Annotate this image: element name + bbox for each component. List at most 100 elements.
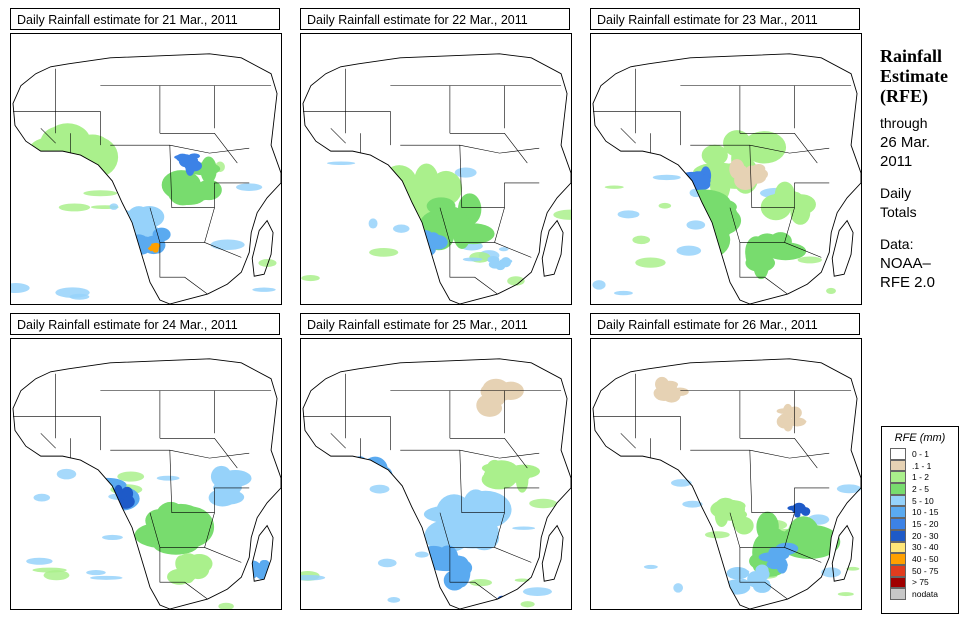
legend-label: 20 - 30 <box>912 530 939 541</box>
legend-swatch <box>890 588 906 600</box>
rain-cell <box>742 131 787 164</box>
rain-cell <box>182 564 196 584</box>
rain-cell <box>846 566 860 571</box>
map-panel-25-mar: Daily Rainfall estimate for 25 Mar., 201… <box>300 313 572 611</box>
country-borders <box>302 373 562 600</box>
rain-cell <box>86 569 106 576</box>
africa-rainfall-map <box>10 338 282 610</box>
rain-cell <box>671 479 692 487</box>
rain-cell <box>737 578 749 589</box>
ocean-rainfall <box>301 484 558 608</box>
rain-cell <box>26 557 53 565</box>
legend-swatch <box>890 541 906 554</box>
rain-cell <box>27 164 38 175</box>
rain-cell <box>377 475 391 481</box>
legend-item: 50 - 75 <box>890 564 958 577</box>
rain-cell <box>236 183 263 191</box>
daily-label: Daily <box>880 185 912 201</box>
coastline <box>12 358 281 609</box>
rain-cell <box>747 246 785 259</box>
rain-cell <box>776 557 788 574</box>
rain-cell <box>301 275 320 282</box>
rain-cell <box>210 465 232 488</box>
rain-cell <box>369 484 390 494</box>
legend-item: 1 - 2 <box>890 471 958 484</box>
madagascar-outline <box>251 524 274 582</box>
rain-cell <box>105 211 126 227</box>
rain-cell <box>826 287 836 294</box>
rain-cell <box>437 545 459 570</box>
rain-cell <box>322 276 335 287</box>
heading-line: Estimate <box>880 66 948 86</box>
legend-item: 10 - 15 <box>890 506 958 519</box>
data-source: RFE 2.0 <box>880 274 936 291</box>
legend-label: 50 - 75 <box>912 565 939 576</box>
rain-cell <box>661 384 673 391</box>
rain-cell <box>786 194 816 215</box>
land-rainfall <box>345 378 541 609</box>
rain-cell <box>175 555 187 572</box>
through-year: 2011 <box>880 153 913 170</box>
rain-cell <box>345 164 362 173</box>
rain-cell <box>346 171 368 184</box>
country-borders <box>592 68 852 295</box>
rain-cell <box>58 203 91 212</box>
rain-cell <box>117 471 145 482</box>
panel-title: Daily Rainfall estimate for 22 Mar., 201… <box>300 8 570 30</box>
rain-cell <box>176 153 189 162</box>
legend-label: 0 - 1 <box>912 448 930 459</box>
rain-cell <box>335 283 345 289</box>
rain-cell <box>504 604 519 609</box>
legend-label: > 75 <box>912 577 929 588</box>
legend-swatch <box>890 459 906 472</box>
rain-cell <box>83 190 118 197</box>
rain-cell <box>32 567 67 573</box>
rain-cell <box>33 493 51 502</box>
land-rainfall <box>72 465 271 585</box>
rain-cell <box>477 399 503 417</box>
legend-item: 30 - 40 <box>890 541 958 554</box>
coastline <box>592 53 861 304</box>
rain-cell <box>794 512 801 518</box>
rain-cell <box>23 171 42 181</box>
legend-label: .1 - 1 <box>912 460 932 471</box>
rain-cell <box>414 163 439 200</box>
legend-label: 30 - 40 <box>912 542 939 553</box>
africa-rainfall-map <box>590 338 862 610</box>
rain-cell <box>604 185 624 189</box>
africa-map-svg <box>301 358 571 609</box>
panel-title: Daily Rainfall estimate for 24 Mar., 201… <box>10 313 280 335</box>
rain-cell <box>498 247 509 252</box>
legend-item: 0 - 1 <box>890 448 958 460</box>
rain-cell <box>717 508 748 521</box>
map-panel-22-mar: Daily Rainfall estimate for 22 Mar., 201… <box>300 8 572 306</box>
data-source: NOAA– <box>880 255 931 272</box>
legend-item: 2 - 5 <box>890 483 958 495</box>
rain-cell <box>787 516 820 554</box>
rain-cell <box>496 595 508 608</box>
rain-cell <box>146 509 186 534</box>
rain-cell <box>682 500 703 508</box>
rain-cell <box>258 259 277 267</box>
rain-cell <box>32 163 45 172</box>
rain-cell <box>377 558 397 568</box>
rain-cell <box>73 480 111 508</box>
rain-cell <box>393 224 410 233</box>
africa-map-svg <box>11 53 281 304</box>
rain-cell <box>491 261 503 266</box>
rain-cell <box>792 502 806 514</box>
rain-cell <box>333 276 350 283</box>
rain-cell <box>207 299 215 304</box>
rain-cell <box>368 218 378 229</box>
rain-cell <box>201 301 211 304</box>
africa-map-svg <box>301 53 571 304</box>
legend-swatch <box>890 564 906 577</box>
legend-item: 5 - 10 <box>890 494 958 507</box>
map-panel-21-mar: Daily Rainfall estimate for 21 Mar., 201… <box>10 8 282 306</box>
rain-cell <box>428 235 448 250</box>
map-panel-23-mar: Daily Rainfall estimate for 23 Mar., 201… <box>590 8 862 306</box>
rain-cell <box>361 168 386 177</box>
rain-cell <box>652 174 681 181</box>
rain-cell <box>109 203 119 210</box>
rain-cell <box>96 497 101 501</box>
